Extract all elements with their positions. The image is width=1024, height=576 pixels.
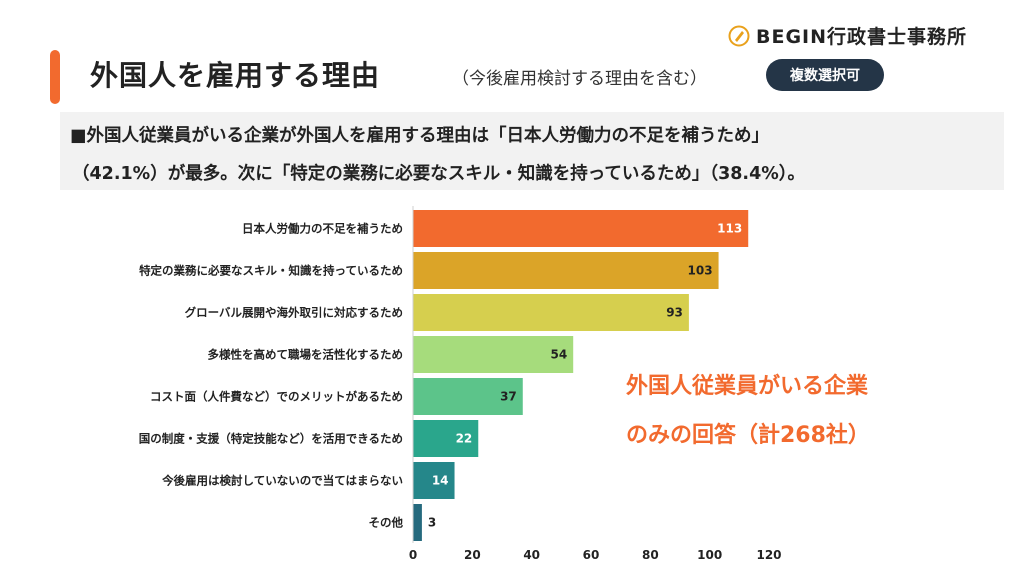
respondent-note-line-2: のみの回答（計268社） <box>626 423 870 448</box>
value-label-1: 103 <box>688 264 713 278</box>
value-label-0: 113 <box>717 222 742 236</box>
pen-logo-icon <box>728 25 750 46</box>
value-label-2: 93 <box>666 306 683 320</box>
title-accent-bar <box>50 50 60 104</box>
logo-text: BEGIN行政書士事務所 <box>756 26 968 48</box>
bar-2 <box>413 294 689 331</box>
bar-3 <box>413 336 574 373</box>
x-tick-label-1: 20 <box>464 548 481 562</box>
summary-line-1: ■外国人従業員がいる企業が外国人を雇用する理由は「日本人労働力の不足を補うため」 <box>70 126 770 146</box>
page-subtitle: （今後雇用検討する理由を含む） <box>452 69 707 89</box>
multiple-choice-badge: 複数選択可 <box>766 59 884 91</box>
x-tick-label-2: 40 <box>523 548 540 562</box>
value-label-4: 37 <box>500 390 517 404</box>
respondent-note-line-1: 外国人従業員がいる企業 <box>626 374 869 399</box>
category-label-0: 日本人労働力の不足を補うため <box>242 222 403 236</box>
bar-4 <box>413 378 523 415</box>
x-tick-label-3: 60 <box>583 548 600 562</box>
category-label-3: 多様性を高めて職場を活性化するため <box>208 348 404 362</box>
category-label-2: グローバル展開や海外取引に対応するため <box>185 306 403 320</box>
x-tick-label-0: 0 <box>409 548 417 562</box>
value-label-3: 54 <box>550 348 567 362</box>
summary-line-2: （42.1%）が最多。次に「特定の業務に必要なスキル・知識を持っているため」（3… <box>72 164 806 184</box>
x-tick-label-4: 80 <box>642 548 659 562</box>
bar-7 <box>413 504 422 541</box>
bar-5 <box>413 420 479 457</box>
x-tick-label-5: 100 <box>697 548 722 562</box>
x-tick-label-6: 120 <box>756 548 781 562</box>
category-label-1: 特定の業務に必要なスキル・知識を持っているため <box>139 264 403 278</box>
category-label-5: 国の制度・支援（特定技能など）を活用できるため <box>139 432 403 446</box>
page-title: 外国人を雇用する理由 <box>90 59 381 92</box>
value-label-5: 22 <box>456 432 473 446</box>
bar-6 <box>413 462 455 499</box>
bar-0 <box>413 210 749 247</box>
summary-box: ■外国人従業員がいる企業が外国人を雇用する理由は「日本人労働力の不足を補うため」… <box>60 112 1004 190</box>
category-label-6: 今後雇用は検討していないので当てはまらない <box>161 474 403 488</box>
category-label-7: その他 <box>369 516 404 530</box>
company-logo: BEGIN行政書士事務所 <box>728 22 967 49</box>
value-label-7: 3 <box>428 516 436 530</box>
value-label-6: 14 <box>432 474 449 488</box>
category-label-4: コスト面（人件費など）でのメリットがあるため <box>150 390 403 404</box>
bar-1 <box>413 252 719 289</box>
